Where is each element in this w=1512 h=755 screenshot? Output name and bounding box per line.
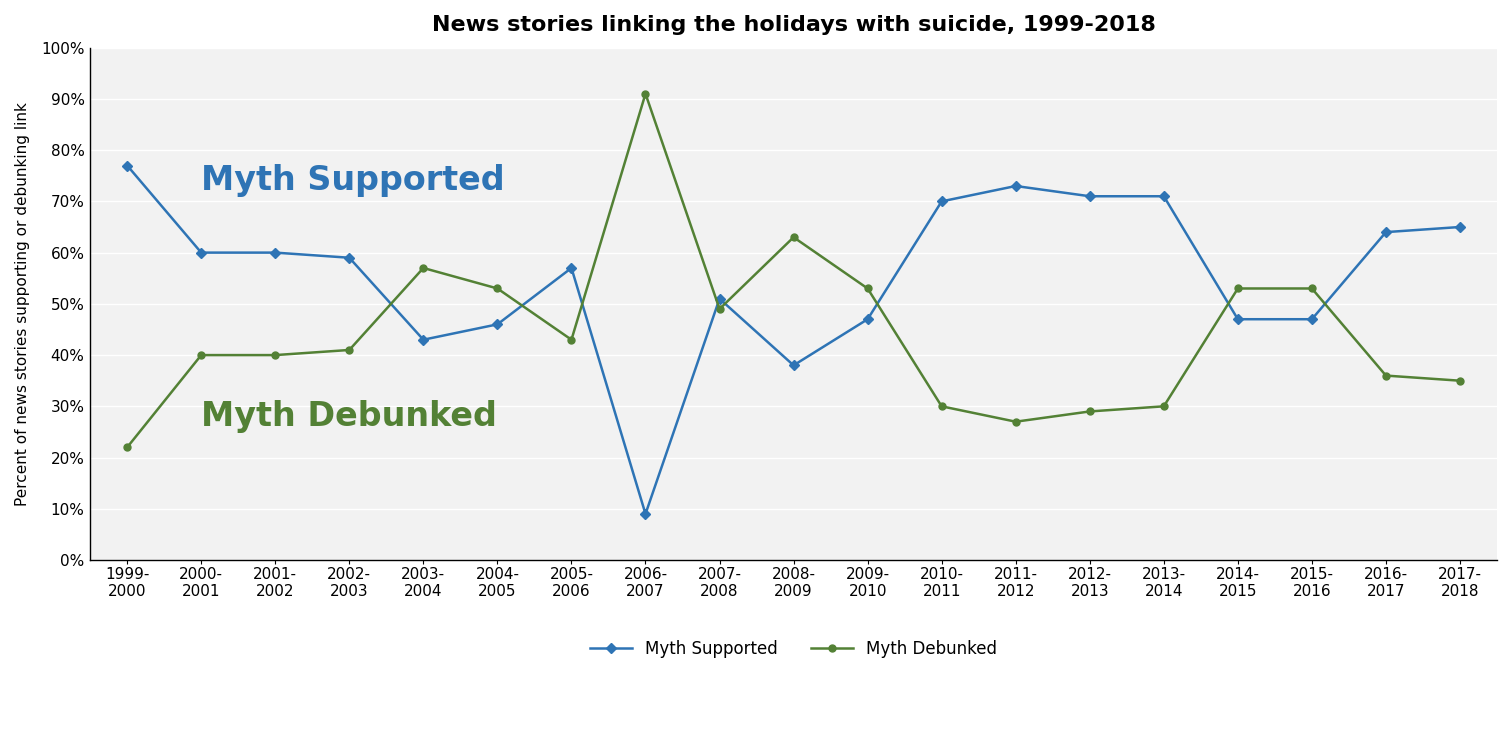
Text: Myth Debunked: Myth Debunked <box>201 400 497 433</box>
Myth Debunked <box>1155 402 1173 411</box>
Myth Debunked <box>933 402 951 411</box>
Myth Debunked <box>1081 407 1099 416</box>
Myth Debunked <box>266 350 284 359</box>
Myth Debunked <box>1229 284 1247 293</box>
Myth Debunked <box>711 304 729 313</box>
Myth Debunked <box>118 442 136 451</box>
Myth Supported <box>1007 181 1025 190</box>
Myth Debunked <box>1452 376 1470 385</box>
Myth Debunked <box>414 263 432 273</box>
Myth Supported <box>192 248 210 257</box>
Line: Myth Supported: Myth Supported <box>124 162 1464 517</box>
Myth Supported <box>414 335 432 344</box>
Myth Debunked <box>192 350 210 359</box>
Myth Supported <box>488 320 507 329</box>
Myth Supported <box>266 248 284 257</box>
Myth Supported <box>1155 192 1173 201</box>
Myth Supported <box>1229 315 1247 324</box>
Myth Debunked <box>785 233 803 242</box>
Myth Supported <box>1377 227 1396 236</box>
Myth Supported <box>562 263 581 273</box>
Myth Supported <box>859 315 877 324</box>
Title: News stories linking the holidays with suicide, 1999-2018: News stories linking the holidays with s… <box>431 15 1155 35</box>
Myth Supported <box>785 361 803 370</box>
Myth Debunked <box>1007 418 1025 427</box>
Myth Supported <box>340 253 358 262</box>
Line: Myth Debunked: Myth Debunked <box>124 91 1464 451</box>
Myth Supported <box>933 197 951 206</box>
Myth Debunked <box>488 284 507 293</box>
Myth Supported <box>637 510 655 519</box>
Myth Debunked <box>1303 284 1321 293</box>
Myth Supported <box>1303 315 1321 324</box>
Text: Myth Supported: Myth Supported <box>201 165 505 197</box>
Myth Debunked <box>1377 371 1396 380</box>
Myth Debunked <box>562 335 581 344</box>
Myth Supported <box>1452 223 1470 232</box>
Y-axis label: Percent of news stories supporting or debunking link: Percent of news stories supporting or de… <box>15 102 30 506</box>
Myth Debunked <box>340 346 358 355</box>
Myth Supported <box>711 294 729 304</box>
Myth Supported <box>118 161 136 170</box>
Myth Debunked <box>637 89 655 98</box>
Legend: Myth Supported, Myth Debunked: Myth Supported, Myth Debunked <box>584 633 1004 664</box>
Myth Supported <box>1081 192 1099 201</box>
Myth Debunked <box>859 284 877 293</box>
